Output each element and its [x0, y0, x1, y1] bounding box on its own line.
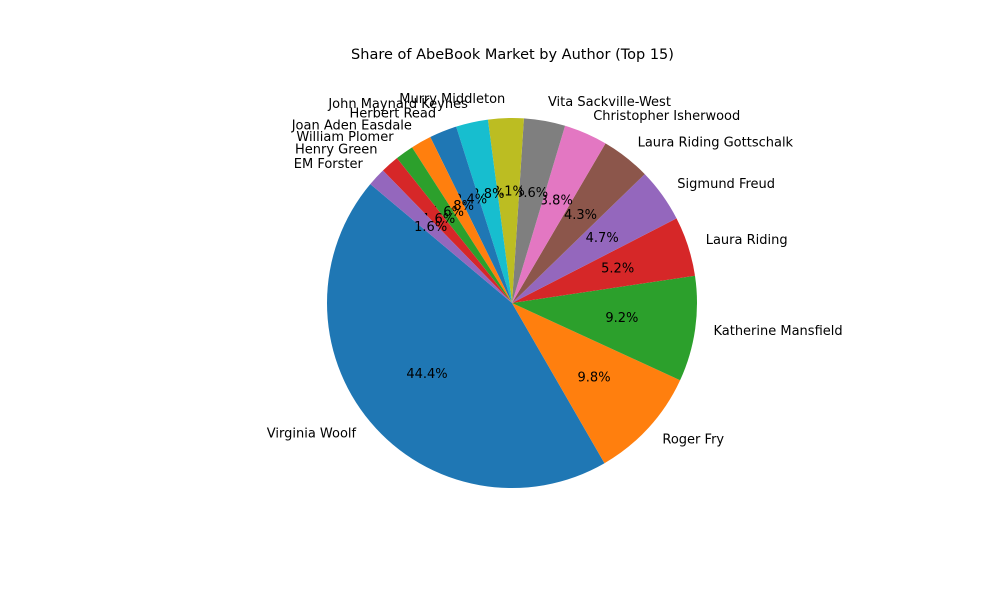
- slice-percent-label: 44.4%: [406, 367, 447, 382]
- slice-percent-label: 3.6%: [515, 186, 548, 201]
- slice-label: Henry Green: [295, 143, 378, 158]
- slice-label: Herbert Read: [350, 107, 437, 122]
- slice-label: Sigmund Freud: [677, 177, 775, 192]
- pie-slice: [512, 118, 566, 303]
- slice-label: Vita Sackville-West: [548, 95, 671, 110]
- pie-slice: [512, 275, 697, 381]
- pie-slice: [512, 125, 606, 303]
- slice-label: Murry Middleton: [399, 92, 505, 107]
- slice-percent-label: 5.2%: [601, 261, 634, 276]
- pie-slice: [487, 118, 524, 304]
- pie-slice: [370, 170, 512, 303]
- slice-label: John Maynard Keynes: [327, 97, 468, 112]
- pie-slice: [326, 184, 605, 489]
- pie-slice: [382, 158, 512, 303]
- pie-slice: [430, 126, 512, 304]
- slice-label: Laura Riding Gottschalk: [638, 135, 794, 150]
- slice-percent-label: 4.3%: [564, 208, 597, 223]
- pie-slice: [396, 147, 512, 303]
- slice-percent-label: 9.8%: [578, 370, 611, 385]
- slice-label: Laura Riding: [706, 233, 788, 248]
- pie-slice: [512, 174, 677, 303]
- slice-label: Joan Aden Easdale: [291, 118, 412, 133]
- slice-percent-label: 4.7%: [586, 231, 619, 246]
- slice-percent-label: 9.2%: [605, 311, 638, 326]
- slice-percent-label: 1.6%: [414, 220, 447, 235]
- slice-label: Katherine Mansfield: [713, 324, 842, 339]
- slice-label: William Plomer: [296, 130, 394, 145]
- slice-label: Roger Fry: [662, 433, 724, 448]
- pie-slice: [512, 218, 695, 303]
- slice-percent-label: 2.8%: [471, 187, 504, 202]
- pie-slice: [512, 303, 681, 464]
- slice-percent-label: 3.8%: [540, 194, 573, 209]
- chart-title: Share of AbeBook Market by Author (Top 1…: [351, 47, 674, 63]
- pie-slice: [412, 137, 512, 303]
- slice-label: EM Forster: [294, 157, 364, 172]
- slice-label: Christopher Isherwood: [593, 109, 740, 124]
- slice-label: Virginia Woolf: [267, 426, 357, 441]
- pie-slice: [456, 119, 512, 304]
- pie-slice: [512, 143, 645, 303]
- slice-percent-label: 3.1%: [492, 185, 525, 200]
